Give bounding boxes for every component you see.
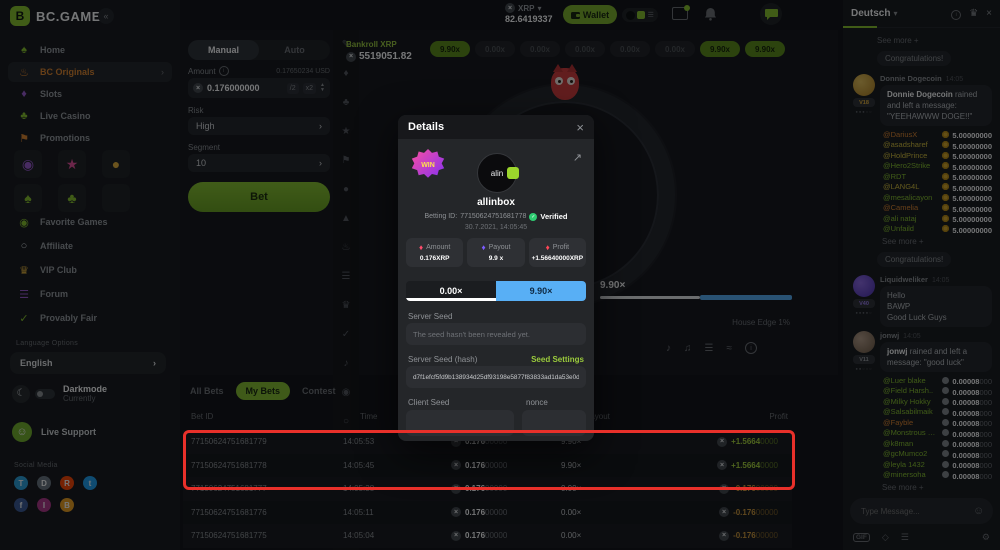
avatar-badge-icon [507, 167, 519, 179]
client-seed-label: Client Seed [408, 398, 450, 407]
stat-card: ♦ Payout 9.9 x [467, 238, 525, 267]
verified-check-icon: ✓ [529, 212, 538, 221]
close-icon[interactable]: × [576, 119, 584, 135]
stat-icon: ♦ [545, 243, 550, 252]
server-seed-hash-value: d7f1efcf5fd9b138934d25df93198e5877f83833… [413, 373, 579, 381]
result-9_9x-button[interactable]: 9.90× [496, 281, 586, 301]
stat-icon: ♦ [481, 243, 486, 252]
nonce-label: nonce [526, 398, 548, 407]
betting-id-value: 77150624751681778 [460, 213, 527, 220]
avatar-text: alin [490, 168, 504, 178]
server-seed-field[interactable]: The seed hasn't been revealed yet. [406, 323, 586, 345]
stat-value: 9.9 x [488, 255, 504, 262]
client-seed-field[interactable] [406, 410, 514, 436]
nonce-field[interactable] [522, 410, 586, 436]
stat-card: ♦ Amount 0.176XRP [406, 238, 464, 267]
stat-icon: ♦ [419, 243, 424, 252]
stat-card: ♦ Profit +1.56640000XRP [528, 238, 586, 267]
bet-details-modal: Details × WIN ↗ alin allinbox Betting ID… [398, 115, 594, 441]
verified-label: Verified [540, 212, 568, 221]
modal-header: Details × [398, 115, 594, 139]
server-seed-hash-label: Server Seed (hash) [408, 355, 478, 364]
win-badge-label: WIN [421, 161, 435, 169]
server-seed-label: Server Seed [408, 312, 453, 321]
player-username: allinbox [477, 197, 515, 208]
bet-timestamp: 30.7.2021, 14:05:45 [464, 224, 528, 231]
win-badge: WIN [411, 149, 445, 178]
modal-title: Details [408, 121, 445, 133]
betting-id-label: Betting ID: [424, 213, 458, 220]
share-icon[interactable]: ↗ [572, 152, 582, 164]
result-toggle: 0.00× 9.90× [406, 281, 586, 301]
server-seed-value: The seed hasn't been revealed yet. [413, 329, 530, 339]
seed-settings-link[interactable]: Seed Settings [531, 355, 584, 364]
server-seed-hash-field[interactable]: d7f1efcf5fd9b138934d25df93198e5877f83833… [406, 366, 586, 388]
stat-value: +1.56640000XRP [531, 255, 584, 262]
bet-stats: ♦ Amount 0.176XRP ♦ Payout 9.9 x ♦ Profit +… [406, 238, 586, 267]
player-avatar[interactable]: alin [477, 153, 519, 193]
stat-value: 0.176XRP [419, 255, 450, 262]
result-0x-button[interactable]: 0.00× [406, 281, 496, 301]
betting-id-line: Betting ID: 77150624751681778 ✓ Verified [398, 212, 594, 221]
